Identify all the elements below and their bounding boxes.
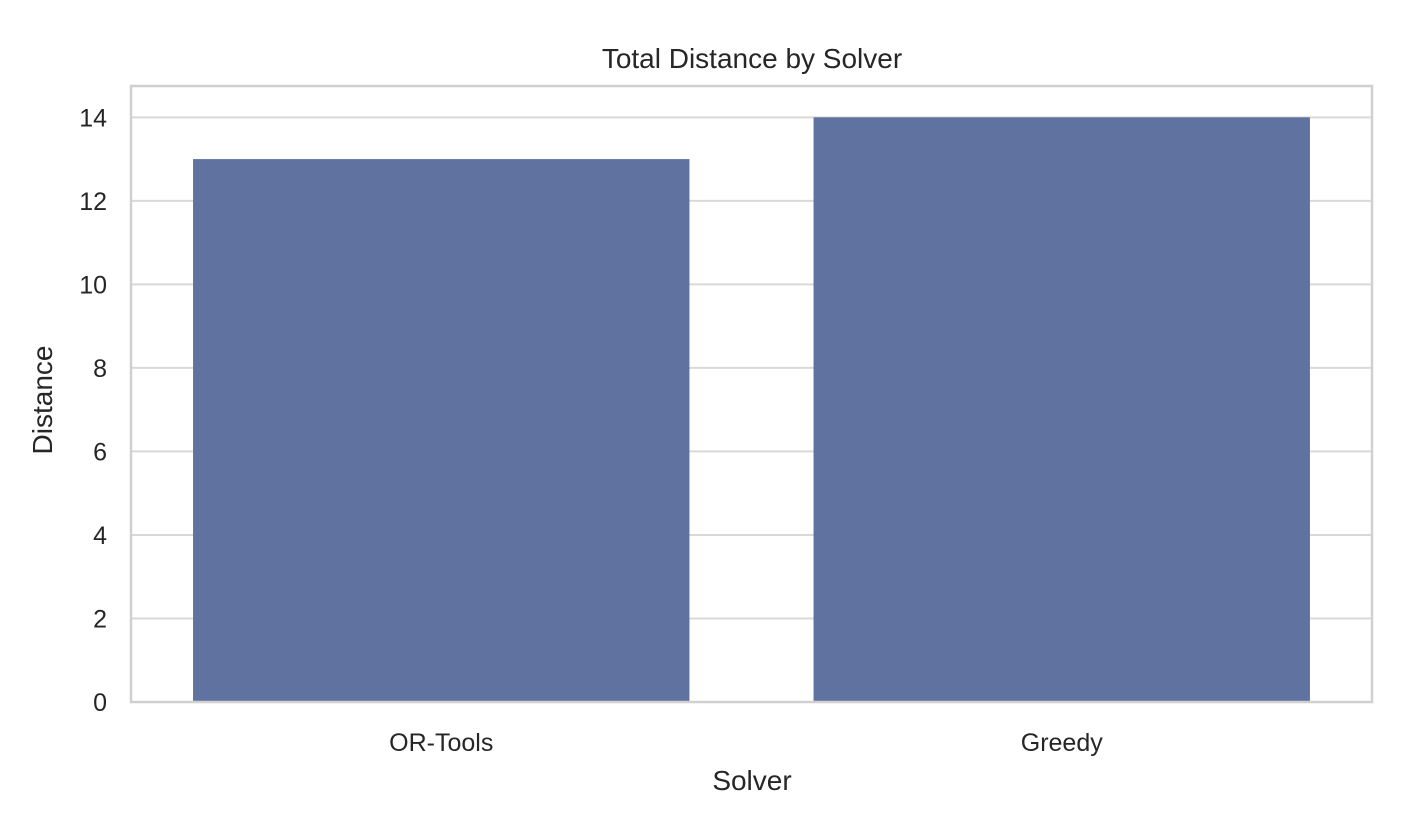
y-axis-label: Distance xyxy=(27,346,58,455)
x-tick-label: OR-Tools xyxy=(389,729,493,757)
y-tick-label: 8 xyxy=(93,355,107,383)
y-tick-label: 4 xyxy=(93,522,107,550)
x-axis-label: Solver xyxy=(712,765,791,796)
x-tick-label: Greedy xyxy=(1021,729,1103,757)
chart-title: Total Distance by Solver xyxy=(602,43,902,74)
y-tick-label: 12 xyxy=(79,188,107,216)
y-tick-label: 6 xyxy=(93,438,107,466)
y-tick-label: 0 xyxy=(93,689,107,717)
bar-or-tools xyxy=(193,159,690,703)
y-tick-label: 14 xyxy=(79,104,107,132)
bars xyxy=(193,117,1310,703)
y-tick-labels: 0 2 4 6 8 10 12 14 xyxy=(79,104,107,717)
bar-greedy xyxy=(813,117,1310,703)
y-tick-label: 10 xyxy=(79,271,107,299)
plot-frame xyxy=(129,84,1374,704)
y-tick-label: 2 xyxy=(93,605,107,633)
x-tick-labels: OR-Tools Greedy xyxy=(389,729,1103,757)
